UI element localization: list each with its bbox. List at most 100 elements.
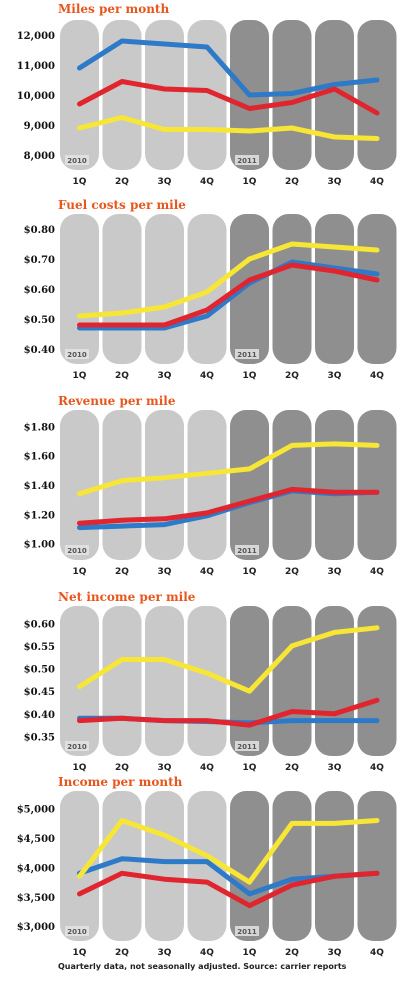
x-tick-label: 1Q <box>243 948 257 958</box>
source-footnote: Quarterly data, not seasonally adjusted.… <box>58 962 347 971</box>
quarter-column <box>315 214 354 364</box>
y-tick-label: $0.60 <box>24 285 55 296</box>
x-tick-label: 4Q <box>200 948 214 958</box>
quarter-column <box>272 214 312 364</box>
x-tick-label: 3Q <box>158 948 172 958</box>
quarter-column <box>102 791 142 941</box>
y-tick-label: $0.45 <box>24 687 55 698</box>
quarter-column <box>145 214 184 364</box>
x-tick-label: 3Q <box>158 763 172 773</box>
year-badge <box>235 741 259 751</box>
series-line-blue <box>77 38 380 98</box>
y-tick-label: $1.00 <box>24 540 55 551</box>
y-tick-label: $4,500 <box>17 834 55 845</box>
year-badge <box>65 741 89 751</box>
x-tick-label: 3Q <box>328 567 342 577</box>
quarter-column <box>230 410 269 560</box>
quarter-column <box>230 606 269 756</box>
chart-title-net-income-per-mile: Net income per mile <box>58 590 196 604</box>
x-tick-label: 1Q <box>243 763 257 773</box>
y-tick-label: $5,000 <box>17 805 55 816</box>
quarter-column <box>315 791 354 941</box>
series-line-red <box>77 486 380 526</box>
quarter-column <box>145 791 184 941</box>
x-tick-label: 4Q <box>370 763 384 773</box>
x-tick-label: 2Q <box>285 948 299 958</box>
year-badge <box>235 155 259 165</box>
year-label: 2011 <box>237 547 257 555</box>
x-tick-label: 1Q <box>73 371 87 381</box>
quarter-column <box>60 410 99 560</box>
x-tick-label: 4Q <box>200 763 214 773</box>
year-label: 2010 <box>67 743 87 751</box>
series-line-yellow <box>77 115 380 141</box>
x-tick-label: 1Q <box>73 177 87 187</box>
x-tick-label: 4Q <box>200 177 214 187</box>
y-tick-label: $0.50 <box>24 315 55 326</box>
y-tick-label: 12,000 <box>17 31 55 42</box>
y-tick-label: $0.40 <box>24 345 55 356</box>
quarter-column <box>145 20 184 170</box>
x-tick-label: 3Q <box>328 371 342 381</box>
x-tick-label: 3Q <box>158 177 172 187</box>
quarter-column <box>102 606 142 756</box>
series-line-yellow <box>77 241 380 319</box>
year-label: 2010 <box>67 157 87 165</box>
y-tick-label: 11,000 <box>17 61 55 72</box>
x-tick-label: 3Q <box>328 763 342 773</box>
quarter-column <box>102 20 142 170</box>
year-label: 2011 <box>237 928 257 936</box>
quarter-column <box>357 410 397 560</box>
series-line-red <box>77 870 380 909</box>
quarter-column <box>230 214 269 364</box>
quarter-column <box>357 791 397 941</box>
y-tick-label: $1.20 <box>24 510 55 521</box>
y-tick-label: $0.55 <box>24 642 55 653</box>
x-tick-label: 1Q <box>73 763 87 773</box>
series-line-yellow <box>77 818 380 885</box>
y-tick-label: $0.80 <box>24 225 55 236</box>
x-tick-label: 2Q <box>285 177 299 187</box>
y-tick-label: $3,000 <box>17 922 55 933</box>
x-tick-label: 1Q <box>73 948 87 958</box>
y-tick-label: $0.40 <box>24 710 55 721</box>
year-badge <box>235 545 259 555</box>
y-tick-label: $0.50 <box>24 665 55 676</box>
year-badge <box>65 926 89 936</box>
y-tick-label: 10,000 <box>17 91 55 102</box>
y-tick-label: $0.70 <box>24 255 55 266</box>
quarter-column <box>272 606 312 756</box>
series-line-red <box>77 262 380 328</box>
chart-title-miles-per-month: Miles per month <box>58 2 170 16</box>
x-tick-label: 1Q <box>243 177 257 187</box>
series-line-yellow <box>77 441 380 497</box>
chart-title-fuel-costs-per-mile: Fuel costs per mile <box>58 198 186 212</box>
x-tick-label: 2Q <box>115 371 129 381</box>
quarter-column <box>60 606 99 756</box>
y-tick-label: $0.35 <box>24 732 55 743</box>
series-line-yellow <box>77 625 380 694</box>
year-badge <box>65 349 89 359</box>
y-tick-label: $3,500 <box>17 893 55 904</box>
y-tick-label: $1.60 <box>24 452 55 463</box>
x-tick-label: 4Q <box>200 371 214 381</box>
year-label: 2010 <box>67 547 87 555</box>
series-line-blue <box>77 259 380 331</box>
y-tick-label: $0.60 <box>24 619 55 630</box>
chart-title-revenue-per-mile: Revenue per mile <box>58 394 176 408</box>
quarter-column <box>60 214 99 364</box>
quarter-column <box>145 606 184 756</box>
quarter-column <box>187 791 227 941</box>
year-badge <box>65 545 89 555</box>
y-tick-label: $1.80 <box>24 422 55 433</box>
year-label: 2011 <box>237 351 257 359</box>
quarter-column <box>272 410 312 560</box>
quarter-column <box>315 410 354 560</box>
year-label: 2010 <box>67 928 87 936</box>
quarter-column <box>272 791 312 941</box>
x-tick-label: 2Q <box>115 763 129 773</box>
series-line-red <box>77 79 380 116</box>
x-tick-label: 2Q <box>115 567 129 577</box>
